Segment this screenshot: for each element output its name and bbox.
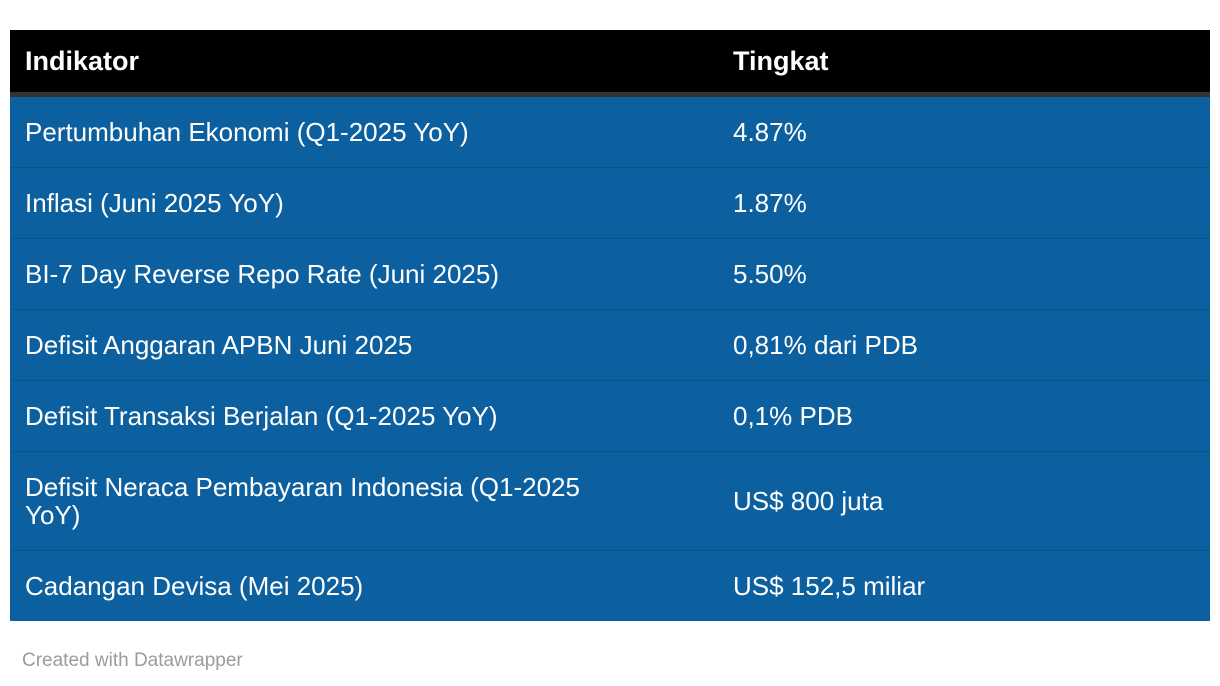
value-cell: US$ 800 juta — [718, 451, 1210, 551]
table-row: Defisit Anggaran APBN Juni 2025 0,81% da… — [10, 309, 1210, 381]
attribution-text: Created with Datawrapper — [22, 650, 243, 671]
value-cell: US$ 152,5 miliar — [718, 550, 1210, 621]
column-header-tingkat: Tingkat — [718, 30, 1210, 97]
indicator-cell: Defisit Anggaran APBN Juni 2025 — [10, 309, 718, 381]
table-row: Defisit Transaksi Berjalan (Q1-2025 YoY)… — [10, 380, 1210, 452]
value-cell: 0,81% dari PDB — [718, 309, 1210, 381]
indicator-cell: Defisit Neraca Pembayaran Indonesia (Q1-… — [10, 451, 718, 551]
table-row: Inflasi (Juni 2025 YoY) 1.87% — [10, 167, 1210, 239]
indicator-cell: Inflasi (Juni 2025 YoY) — [10, 167, 718, 239]
indicator-cell: Defisit Transaksi Berjalan (Q1-2025 YoY) — [10, 380, 718, 452]
value-cell: 0,1% PDB — [718, 380, 1210, 452]
value-cell: 5.50% — [718, 238, 1210, 310]
table-row: Defisit Neraca Pembayaran Indonesia (Q1-… — [10, 451, 1210, 551]
value-cell: 1.87% — [718, 167, 1210, 239]
table-row: BI-7 Day Reverse Repo Rate (Juni 2025) 5… — [10, 238, 1210, 310]
indicator-cell: Pertumbuhan Ekonomi (Q1-2025 YoY) — [10, 94, 718, 168]
indicator-cell: Cadangan Devisa (Mei 2025) — [10, 550, 718, 621]
table-row: Pertumbuhan Ekonomi (Q1-2025 YoY) 4.87% — [10, 94, 1210, 168]
value-cell: 4.87% — [718, 94, 1210, 168]
header-row: Indikator Tingkat — [10, 30, 1210, 97]
table-row: Cadangan Devisa (Mei 2025) US$ 152,5 mil… — [10, 550, 1210, 621]
indicator-cell: BI-7 Day Reverse Repo Rate (Juni 2025) — [10, 238, 718, 310]
indicators-table: Indikator Tingkat Pertumbuhan Ekonomi (Q… — [10, 30, 1210, 621]
column-header-indikator: Indikator — [10, 30, 718, 97]
